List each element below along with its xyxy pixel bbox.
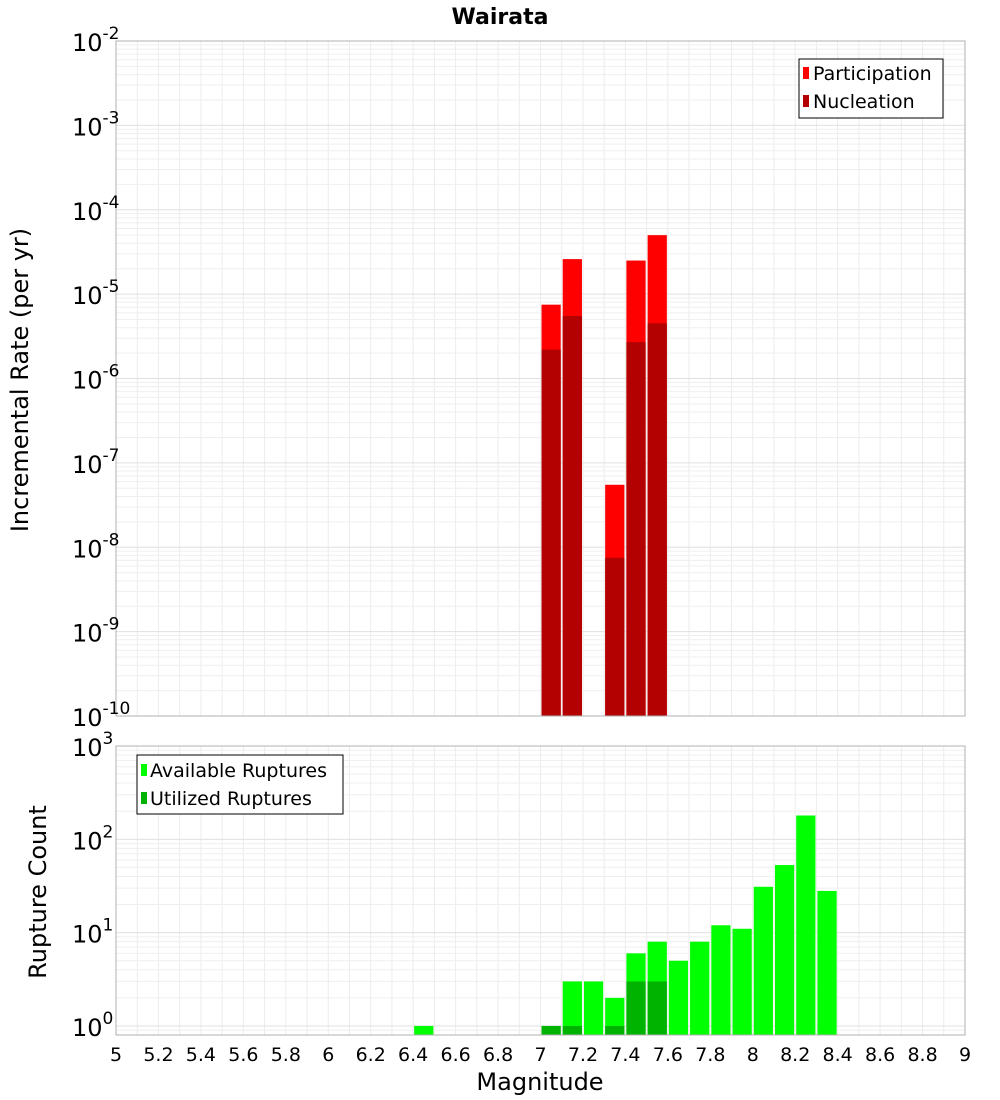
y-tick-label: 10-8	[72, 530, 120, 563]
bar-available-ruptures	[796, 815, 816, 1035]
legend-swatch-available	[141, 764, 147, 776]
x-tick-label: 8.2	[780, 1044, 810, 1066]
x-tick-label: 5.8	[271, 1044, 301, 1066]
bar-available-ruptures	[817, 890, 837, 1035]
y-tick-label: 10-4	[72, 193, 120, 226]
bar-available-ruptures	[605, 997, 625, 1035]
bar-available-ruptures	[583, 981, 604, 1035]
y-tick-label: 10-7	[72, 446, 120, 479]
top-y-axis-label: Incremental Rate (per yr)	[6, 228, 34, 532]
y-tick-label: 10-9	[72, 615, 120, 648]
x-tick-label: 6.4	[398, 1044, 428, 1066]
y-tick-label: 100	[72, 1009, 113, 1042]
top-bars	[541, 235, 667, 716]
x-tick-label: 8	[747, 1044, 759, 1066]
y-tick-label: 10-10	[72, 699, 130, 732]
x-tick-label: 8.4	[823, 1044, 853, 1066]
x-tick-label: 7.6	[653, 1044, 683, 1066]
bottom-legend: Available Ruptures Utilized Ruptures	[136, 754, 344, 815]
bar-available-ruptures	[732, 928, 752, 1035]
bottom-legend-box	[136, 754, 344, 815]
y-tick-label: 102	[72, 822, 113, 855]
legend-swatch-nucleation	[803, 95, 809, 107]
y-tick-label: 103	[72, 729, 113, 762]
bar-utilized-ruptures	[626, 981, 646, 1035]
x-axis-label: Magnitude	[476, 1068, 603, 1096]
bar-nucleation	[647, 323, 667, 716]
x-ticks: 5 5.2 5.4 5.6 5.8 6 6.2 6.4 6.6 6.8 7 7.2 7.4 7.6 7.8 8…	[110, 1044, 971, 1066]
bar-available-ruptures	[414, 1025, 434, 1035]
x-tick-label: 7.4	[610, 1044, 640, 1066]
bar-nucleation	[626, 342, 646, 716]
y-tick-label: 10-6	[72, 362, 120, 395]
bar-nucleation	[541, 349, 561, 716]
legend-label-nucleation: Nucleation	[813, 91, 915, 113]
bottom-plot-frame	[115, 745, 966, 1036]
bottom-panel: 100 101 102 103 5 5.2 5.4 5.6 5.8 6 6.2 6.4 6.6 6.8 7…	[24, 729, 971, 1096]
top-legend-box	[798, 58, 944, 119]
x-tick-label: 8.8	[907, 1044, 937, 1066]
top-grid	[116, 41, 965, 717]
bar-available-ruptures	[753, 886, 773, 1035]
x-tick-label: 7.2	[568, 1044, 598, 1066]
x-tick-label: 6.2	[356, 1044, 386, 1066]
bottom-y-ticks: 100 101 102 103	[72, 729, 113, 1042]
top-y-ticks: 10-10 10-9 10-8 10-7 10-6 10-5 10-4 10-3 10-2	[72, 24, 130, 732]
top-legend: Participation Nucleation	[798, 58, 944, 119]
legend-label-available: Available Ruptures	[150, 760, 327, 782]
x-tick-label: 6.6	[440, 1044, 470, 1066]
x-tick-label: 9	[959, 1044, 971, 1066]
x-tick-label: 8.6	[865, 1044, 895, 1066]
bottom-bars	[414, 815, 837, 1035]
legend-label-utilized: Utilized Ruptures	[150, 788, 312, 810]
bar-available-ruptures	[690, 941, 710, 1035]
bar-utilized-ruptures	[541, 1025, 561, 1035]
y-tick-label: 101	[72, 916, 113, 949]
legend-swatch-participation	[803, 67, 809, 79]
x-tick-label: 7.8	[695, 1044, 725, 1066]
x-tick-label: 6	[322, 1044, 334, 1066]
x-tick-label: 5.6	[228, 1044, 258, 1066]
bar-available-ruptures	[711, 925, 731, 1035]
bar-available-ruptures	[668, 960, 689, 1035]
x-tick-label: 5.4	[186, 1044, 216, 1066]
y-tick-label: 10-5	[72, 277, 120, 310]
legend-label-participation: Participation	[813, 63, 932, 85]
top-panel: 10-10 10-9 10-8 10-7 10-6 10-5 10-4 10-3 10-2 In…	[6, 24, 966, 732]
bar-utilized-ruptures	[562, 1025, 582, 1035]
bar-available-ruptures	[774, 865, 795, 1035]
bar-nucleation	[562, 316, 582, 716]
bar-utilized-ruptures	[605, 1025, 625, 1035]
y-tick-label: 10-3	[72, 108, 120, 141]
bar-nucleation	[605, 557, 625, 716]
bottom-y-axis-label: Rupture Count	[24, 805, 52, 979]
x-tick-label: 6.8	[483, 1044, 513, 1066]
top-plot-frame	[115, 40, 966, 717]
x-tick-label: 7	[534, 1044, 546, 1066]
x-tick-label: 5.2	[143, 1044, 173, 1066]
legend-swatch-utilized	[141, 792, 147, 804]
chart-title: Wairata	[452, 5, 549, 30]
y-tick-label: 10-2	[72, 24, 120, 57]
bar-utilized-ruptures	[647, 981, 667, 1035]
bar-available-ruptures	[562, 981, 582, 1035]
x-tick-label: 5	[110, 1044, 122, 1066]
